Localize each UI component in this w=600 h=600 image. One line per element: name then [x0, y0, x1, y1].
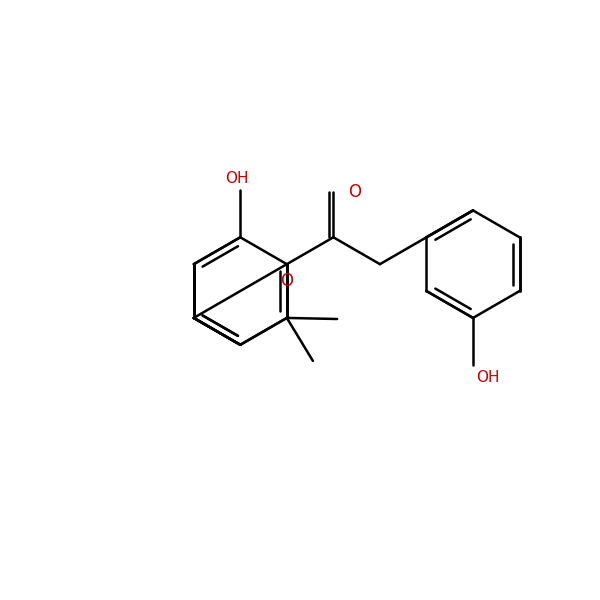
Text: O: O [280, 272, 293, 290]
Text: OH: OH [476, 370, 500, 385]
Text: O: O [349, 182, 361, 200]
Text: OH: OH [226, 171, 249, 186]
